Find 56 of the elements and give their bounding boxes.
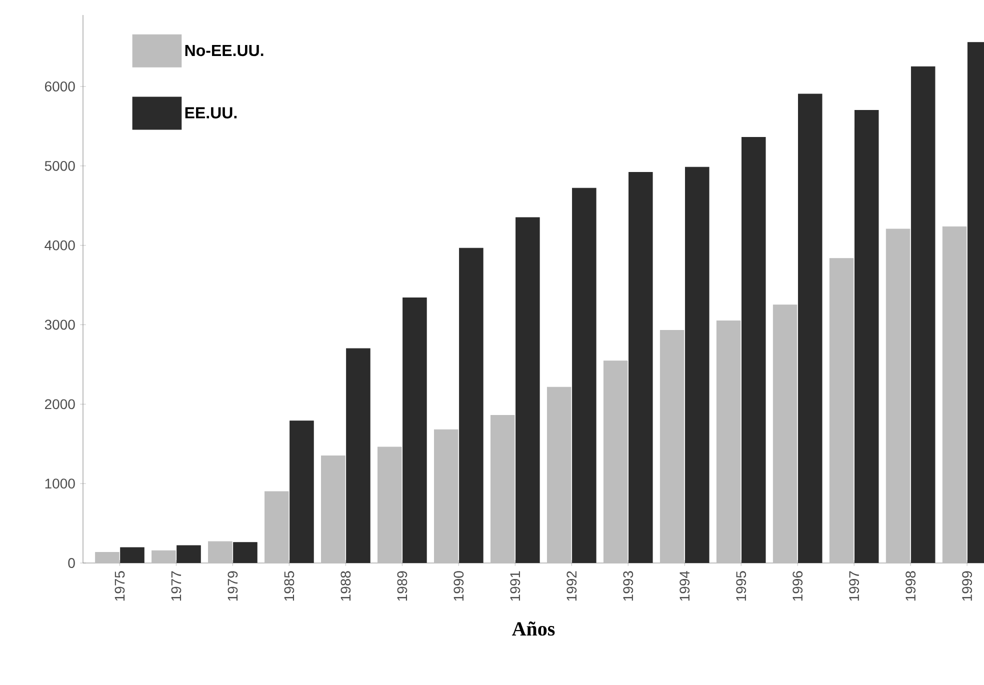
legend-label: No-EE.UU.	[185, 44, 264, 56]
bar	[886, 228, 910, 564]
bar	[95, 552, 120, 564]
bar	[176, 545, 201, 564]
x-tick-label: 1992	[566, 571, 577, 601]
x-tick-label: 1988	[340, 571, 351, 601]
y-tick-label: 0	[68, 558, 75, 568]
x-tick-label: 1993	[623, 571, 634, 601]
bar	[685, 166, 710, 564]
bar	[660, 330, 684, 564]
bar	[490, 415, 515, 564]
x-tick-label: 1990	[454, 571, 464, 601]
bar	[854, 110, 879, 564]
y-tick-label: 2000	[45, 399, 75, 410]
x-tick-label: 1985	[284, 571, 294, 601]
bar	[572, 188, 596, 564]
bar	[152, 550, 176, 564]
bar	[798, 94, 822, 564]
x-tick-label: 1999	[962, 571, 972, 601]
bar	[603, 360, 628, 564]
bar	[772, 304, 798, 564]
bar	[459, 248, 484, 564]
x-tick-label: 1975	[114, 571, 125, 601]
y-tick-label: 6000	[45, 82, 75, 92]
bar	[742, 137, 766, 564]
bar	[910, 66, 936, 564]
x-axis-title: Años	[512, 622, 555, 636]
bar	[290, 420, 314, 564]
bar	[346, 348, 370, 564]
y-tick-label: 4000	[44, 240, 75, 250]
x-tick-label: 1995	[736, 571, 746, 601]
x-tick-label: 1996	[792, 571, 803, 601]
bar	[208, 541, 232, 564]
x-tick-label: 1994	[680, 570, 690, 601]
bar	[628, 172, 653, 564]
x-tick-label: 1977	[171, 571, 182, 601]
x-tick-label: 1989	[397, 571, 408, 601]
x-tick-label: 1998	[906, 571, 916, 601]
y-tick-label: 5000	[44, 160, 75, 171]
bar	[321, 456, 346, 564]
bar	[233, 542, 258, 564]
x-tick-label: 1991	[510, 571, 520, 601]
bar	[716, 320, 741, 564]
x-tick-label: 1997	[849, 571, 860, 601]
y-tick-label: 3000	[44, 320, 75, 330]
bar	[516, 217, 540, 564]
bar	[402, 297, 427, 564]
bar	[829, 258, 854, 564]
bar	[120, 547, 144, 564]
legend-label: EE.UU.	[185, 107, 237, 118]
bar	[546, 386, 572, 564]
bar	[378, 446, 402, 564]
bar	[434, 429, 458, 564]
bar	[264, 491, 289, 564]
y-tick-label: 1000	[45, 478, 75, 489]
x-tick-label: 1979	[228, 571, 238, 601]
